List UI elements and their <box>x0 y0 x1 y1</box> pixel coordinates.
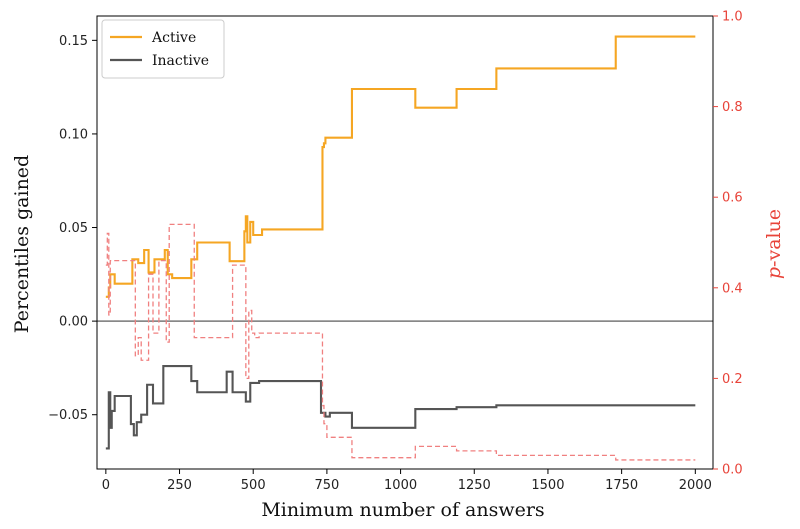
series-line-active <box>105 35 696 298</box>
x-axis-title: Minimum number of answers <box>261 499 544 521</box>
y-right-tick-label: 0.0 <box>722 463 743 478</box>
y-tick-label: −0.05 <box>48 408 88 423</box>
y-axis-right-title-italic: p <box>763 267 785 279</box>
plot-area <box>97 35 713 461</box>
x-tick-label: 500 <box>241 478 266 493</box>
y-right-tick-label: 1.0 <box>722 10 743 25</box>
y-tick-label: 0.15 <box>59 34 88 49</box>
y-axis-right-title: p-value <box>763 209 785 279</box>
plot-frame <box>96 15 714 470</box>
y-tick-label: 0.05 <box>59 221 88 236</box>
legend-box <box>101 19 225 79</box>
x-tick-label: 2000 <box>679 478 712 493</box>
x-tick-label: 1750 <box>605 478 638 493</box>
x-tick-label: 1000 <box>384 478 417 493</box>
x-tick-label: 1250 <box>458 478 491 493</box>
y-axis-title: Percentiles gained <box>11 155 33 333</box>
x-tick-label: 0 <box>102 478 110 493</box>
legend-label-active: Active <box>151 30 196 46</box>
series-line-inactive <box>105 365 696 450</box>
y-axis-right-title-rest: -value <box>763 209 785 267</box>
legend-label-inactive: Inactive <box>152 53 209 69</box>
y-tick-label: 0.10 <box>59 127 88 142</box>
y-right-tick-label: 0.2 <box>722 372 743 387</box>
series-line-pvalue <box>105 223 696 461</box>
x-tick-label: 250 <box>167 478 192 493</box>
y-right-tick-label: 0.8 <box>722 100 743 115</box>
y-right-tick-label: 0.6 <box>722 191 743 206</box>
axes: 0 250 500 750 1000 1250 1500 1750 2000 −0.05 0.00 0… <box>48 10 743 494</box>
y-right-tick-label: 0.4 <box>722 281 743 296</box>
x-tick-label: 1500 <box>531 478 564 493</box>
y-tick-label: 0.00 <box>59 315 88 330</box>
x-tick-label: 750 <box>314 478 339 493</box>
legend: Active Inactive <box>101 19 225 79</box>
